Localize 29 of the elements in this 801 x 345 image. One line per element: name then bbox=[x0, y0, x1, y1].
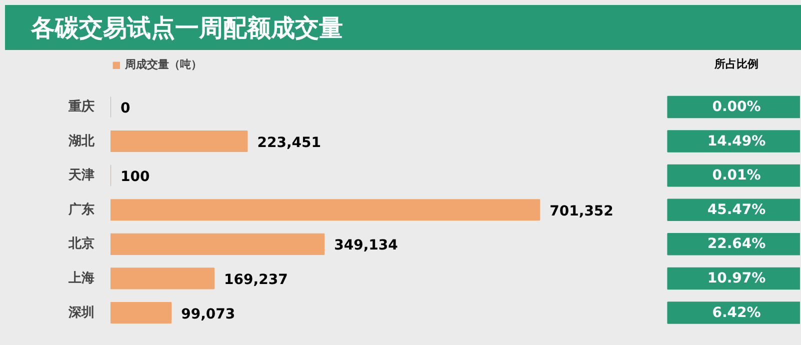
y-tick-label: 北京 bbox=[68, 236, 94, 252]
data-label: 0 bbox=[120, 100, 130, 116]
y-tick-label: 重庆 bbox=[68, 98, 94, 114]
data-label: 349,134 bbox=[334, 238, 398, 254]
y-tick-label: 深圳 bbox=[68, 305, 94, 320]
text: 6.42% bbox=[712, 304, 761, 321]
bar bbox=[110, 268, 215, 290]
data-label: 100 bbox=[120, 169, 150, 186]
data-label: 701,352 bbox=[550, 203, 614, 220]
text: 0.01% bbox=[712, 168, 761, 184]
bar bbox=[110, 130, 248, 152]
data-label: 99,073 bbox=[181, 306, 236, 322]
bar bbox=[110, 233, 325, 255]
text: 22.64% bbox=[707, 236, 766, 252]
data-label: 169,237 bbox=[224, 272, 288, 288]
y-tick-label: 广东 bbox=[68, 201, 94, 218]
y-tick-label: 湖北 bbox=[68, 134, 96, 149]
text: 14.49% bbox=[707, 133, 766, 150]
bar bbox=[110, 199, 540, 221]
y-tick-label: 天津 bbox=[68, 168, 94, 184]
text: 0.00% bbox=[712, 98, 761, 115]
data-label: 223,451 bbox=[257, 134, 321, 151]
y-tick-label: 上海 bbox=[68, 270, 94, 286]
legend-label: 周成交量（吨） bbox=[125, 57, 202, 72]
text: 10.97% bbox=[707, 270, 766, 286]
text: 所占比例 bbox=[714, 58, 758, 71]
text: 45.47% bbox=[707, 202, 766, 218]
chart-title: 各碳交易试点一周配额成交量 bbox=[31, 13, 343, 44]
bar bbox=[110, 302, 172, 324]
